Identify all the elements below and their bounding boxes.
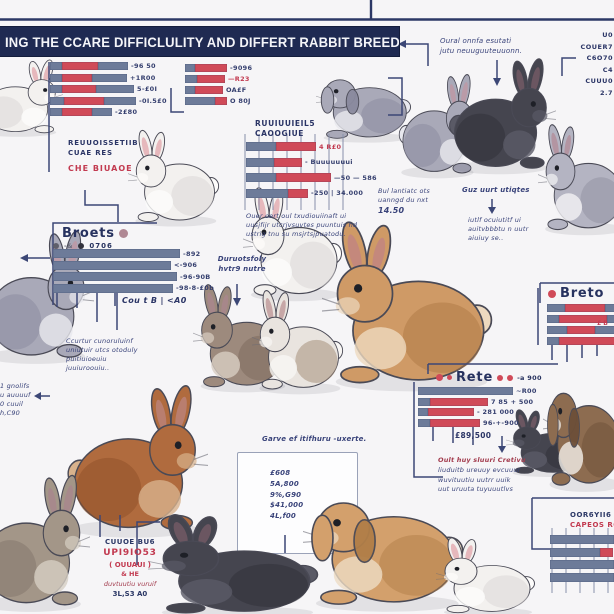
tan-lop-rabbit-icon [303, 462, 465, 614]
guz-note: iutlf ocuiutitf ui auitvbbbtu n uutr aiu… [468, 216, 529, 243]
bar-row: -96 50 [50, 62, 167, 70]
bar-row: +1R00 [50, 73, 167, 82]
chart1-red-caption: CHE BIUAOE [68, 164, 133, 173]
white-brown-rabbit-icon [252, 288, 344, 396]
rete-value-label: £89,500 [455, 431, 492, 440]
bar-row [547, 315, 614, 323]
bottom-right-note: OOR6YII6 CAPEOS RO [570, 511, 614, 529]
bar-row: ~R00 [418, 387, 537, 395]
broets-header: Broets [62, 226, 128, 241]
bar-row: -0I.5£0 [50, 96, 167, 105]
chart1-caption: REUUOISSETIIB CUAE RES [68, 139, 139, 157]
broets-icon-row: -& 0706 [53, 242, 113, 250]
right-edge-labels: U0 COUER7 C6O70 C4 CUUU0 2.7 [580, 31, 613, 97]
guz-title: Guz uurt utiqtes [462, 186, 530, 194]
tan-rabbit-icon [322, 218, 494, 394]
brown-white-lop-icon [543, 356, 614, 494]
bar-row: O 80J [185, 97, 252, 105]
grid-bar-chart-center: 4 R£0- Buuuuuuui —50 — 586 -250 | 34.000 [246, 142, 377, 204]
breto-header: Breto [548, 286, 604, 301]
bar-row: -9096 [185, 64, 252, 72]
top-right-note: Oural onnfa esutati jutu neuuguuteuuonn. [440, 37, 523, 55]
marker-dot-icon [78, 243, 85, 249]
bar-row [547, 337, 614, 345]
bar-row: -2£80 [50, 108, 167, 116]
chart3-note: Ouer oert oul txudiouiinaft ui uusjfijr … [246, 212, 358, 239]
care-bar-chart-top-left: -96 50 +1R00 5-£0I -0I.5£0 -2£80 [50, 62, 167, 120]
rete-note: Oult huy sluuri Cretivu liuduitb ureuuy … [438, 456, 526, 494]
taupe-gray-rabbit-icon [0, 472, 90, 614]
charcoal-rabbit-icon [148, 512, 320, 614]
title-banner: ING THE CCARE DIFFICLULITY AND DIFFERT R… [0, 27, 399, 56]
red-dot-icon [436, 374, 443, 381]
bar-row: -250 | 34.000 [246, 188, 377, 198]
bottom-right-bar-chart [550, 535, 614, 585]
duruots-note: Duruotsfoly hvtr9 nutre [217, 255, 267, 273]
bar-row: —50 — 586 [246, 173, 377, 182]
care-bar-chart-top-center: -9096 —R23 OA£F O 80J [185, 64, 252, 108]
bar-row [547, 326, 614, 334]
mauve-dot-icon [118, 229, 128, 238]
bul-note: Bul lantiatc ots uanngd du nxt 14.50 [378, 187, 430, 216]
bar-row: —R23 [185, 75, 252, 83]
bar-row [550, 547, 614, 557]
bar-row [550, 572, 614, 582]
breto-bar-chart [547, 304, 614, 348]
bar-row [550, 535, 614, 544]
title-text: ING THE CCARE DIFFICLULITY AND DIFFERT R… [5, 33, 399, 50]
broets-cost-label: Cou t B | <A0 [122, 296, 187, 305]
broets-note: Ccurtur cunoruluinf uniutuir utcs otodul… [66, 337, 138, 373]
breto-title: Breto [560, 286, 605, 301]
broets-title: Broets [62, 226, 115, 241]
bar-row: 4 R£0 [246, 142, 377, 151]
broets-icons-misc: -& [64, 242, 74, 250]
small-white-rabbit-icon [436, 536, 536, 614]
chart2-caption: RUUIUUIEIL5 CAOOGIUE [255, 119, 316, 138]
left-edge-note: 1 gnolifs u auuuuf 0 cuuil h,C90 [0, 382, 31, 418]
bar-row [550, 560, 614, 569]
numbers-list: £608 5A,800 9%,G90 $41,000 4L,f00 [270, 469, 304, 521]
garve-caption: Garve ef itifhuru -uxerte. [262, 435, 367, 443]
gray-white-rabbit-icon [538, 122, 614, 237]
white-rabbit-icon [243, 185, 343, 303]
red-dot-icon [497, 374, 504, 381]
red-dot-icon [447, 375, 452, 380]
red-dot-icon [548, 289, 556, 298]
bar-row [547, 304, 614, 312]
bar-row: OA£F [185, 86, 252, 94]
breto-red-label: £ B [597, 320, 608, 327]
bar-row: 5-£0I [50, 85, 167, 93]
paw-icon [53, 243, 59, 249]
red-dot-icon [507, 374, 514, 381]
rete-header: Rete -a 900 [436, 370, 542, 385]
rete-sub-label: -a 900 [517, 373, 542, 382]
bottom-left-note: CUUOE BU6 UPI9IO53 ( OUUAUI ) & HE duvtu… [103, 538, 157, 599]
rete-title: Rete [456, 370, 494, 385]
charcoal-rabbit-icon [448, 56, 556, 176]
broets-icons-number: 0706 [89, 242, 113, 250]
